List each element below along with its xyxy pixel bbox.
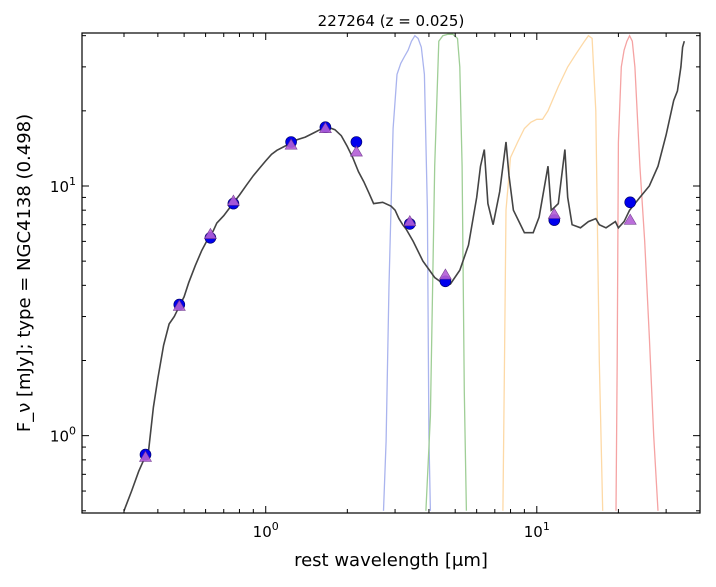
filter-curve-1: [425, 33, 468, 511]
synthetic-point: [547, 207, 561, 219]
synthetic-point: [284, 138, 298, 150]
synthetic-point: [172, 299, 186, 311]
photometry-points: [138, 121, 637, 462]
synthetic-point: [623, 213, 637, 225]
filter-curve-3: [615, 34, 659, 511]
synthetic-point: [226, 194, 240, 206]
synthetic-point: [438, 268, 452, 280]
plot-frame: [81, 32, 701, 514]
x-axis-label: rest wavelength [μm]: [294, 550, 488, 571]
y-axis-label: F_ν [mJy]; type = NGC4138 (0.498): [14, 114, 35, 432]
axis-ticks: 100 101 100 101: [50, 33, 701, 541]
synthetic-point: [403, 215, 417, 227]
synthetic-point: [138, 450, 153, 462]
observed-point: [624, 196, 637, 209]
filter-transmission-curves: [382, 33, 659, 511]
y-tick-label: 101: [50, 175, 76, 196]
synthetic-point: [318, 121, 332, 133]
model-spectrum-line: [123, 40, 686, 512]
chart-title: 227264 (z = 0.025): [318, 12, 465, 30]
model-spectrum: [123, 40, 686, 512]
synthetic-point: [203, 227, 217, 239]
filter-curve-0: [382, 34, 432, 511]
synthetic-point: [349, 145, 363, 157]
x-tick-label: 100: [253, 520, 279, 541]
filter-curve-2: [502, 34, 604, 511]
x-tick-label: 101: [524, 520, 550, 541]
y-tick-label: 100: [50, 425, 76, 446]
